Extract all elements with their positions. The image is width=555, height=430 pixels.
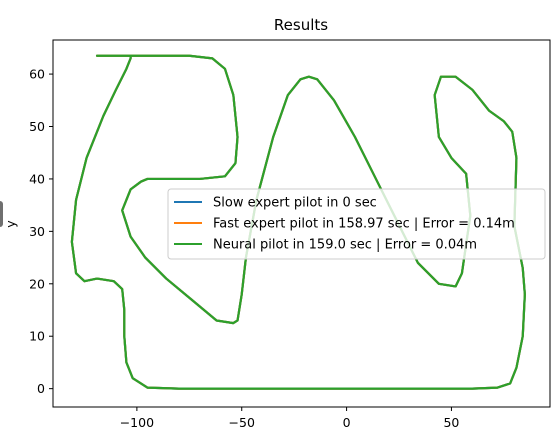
legend-box — [167, 188, 546, 260]
series-line-3 — [70, 54, 526, 390]
series-layer — [70, 54, 526, 390]
y-tick-label: 60 — [29, 67, 45, 82]
legend: Slow expert pilot in 0 sec Fast expert pi… — [167, 188, 546, 260]
y-tick-label: 40 — [29, 171, 45, 186]
legend-label-1: Slow expert pilot in 0 sec — [213, 196, 377, 211]
side-panel-tab[interactable] — [0, 201, 3, 227]
y-tick-label: 50 — [29, 119, 45, 134]
y-tick-label: 30 — [29, 224, 45, 239]
y-tick-label: 20 — [29, 276, 45, 291]
x-tick-label: −100 — [120, 415, 154, 430]
legend-label-3: Neural pilot in 159.0 sec | Error = 0.04… — [213, 238, 477, 253]
x-tick-label: 0 — [343, 415, 351, 430]
y-tick-label: 0 — [37, 381, 45, 396]
x-tick-label: 50 — [443, 415, 459, 430]
y-axis-label: y — [3, 220, 18, 228]
legend-label-2: Fast expert pilot in 158.97 sec | Error … — [213, 217, 515, 232]
x-tick-label: −50 — [229, 415, 255, 430]
y-tick-label: 10 — [29, 329, 45, 344]
plot-frame — [52, 39, 551, 408]
axis-ticks: −100 −50 0 50 0 10 20 30 40 50 60 — [29, 67, 459, 430]
chart-title: Results — [274, 16, 328, 34]
